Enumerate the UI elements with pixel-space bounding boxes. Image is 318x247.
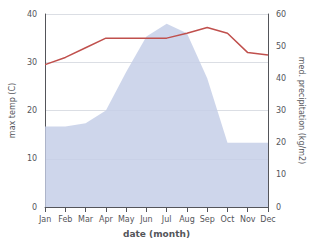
svg-text:40: 40 [276,74,286,83]
svg-text:med. precipitation (kg/m2): med. precipitation (kg/m2) [297,57,306,164]
svg-text:Jul: Jul [161,215,172,224]
svg-text:30: 30 [276,106,286,115]
svg-text:date (month): date (month) [123,229,190,239]
svg-text:Jun: Jun [139,215,153,224]
svg-text:10: 10 [276,170,286,179]
svg-text:Mar: Mar [78,215,94,224]
svg-text:30: 30 [27,58,37,67]
svg-text:Dec: Dec [260,215,275,224]
svg-text:50: 50 [276,42,286,51]
svg-text:Jan: Jan [38,215,51,224]
svg-text:Sep: Sep [200,215,215,224]
svg-text:10: 10 [27,154,37,163]
svg-text:20: 20 [276,138,286,147]
svg-text:max temp (C): max temp (C) [8,83,17,138]
svg-text:Apr: Apr [99,215,114,224]
svg-text:60: 60 [276,10,286,19]
svg-text:Nov: Nov [240,215,256,224]
svg-text:Oct: Oct [221,215,235,224]
svg-text:May: May [118,215,135,224]
svg-text:Aug: Aug [179,215,195,224]
svg-text:20: 20 [27,106,37,115]
svg-text:0: 0 [276,203,281,212]
svg-text:Feb: Feb [58,215,72,224]
svg-text:40: 40 [27,10,37,19]
svg-text:0: 0 [32,203,37,212]
